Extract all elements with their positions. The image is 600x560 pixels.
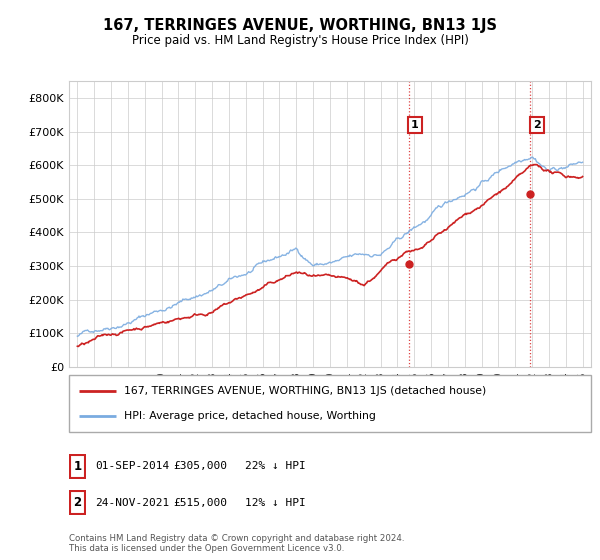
Text: 167, TERRINGES AVENUE, WORTHING, BN13 1JS: 167, TERRINGES AVENUE, WORTHING, BN13 1J… <box>103 18 497 32</box>
Text: Contains HM Land Registry data © Crown copyright and database right 2024.
This d: Contains HM Land Registry data © Crown c… <box>69 534 404 553</box>
Text: Price paid vs. HM Land Registry's House Price Index (HPI): Price paid vs. HM Land Registry's House … <box>131 34 469 47</box>
Text: 01-SEP-2014: 01-SEP-2014 <box>95 461 169 471</box>
Text: £515,000: £515,000 <box>173 498 227 507</box>
Text: 24-NOV-2021: 24-NOV-2021 <box>95 498 169 507</box>
FancyBboxPatch shape <box>69 375 591 432</box>
Text: 2: 2 <box>73 496 82 509</box>
Text: 2: 2 <box>533 120 541 130</box>
Text: 1: 1 <box>73 460 82 473</box>
FancyBboxPatch shape <box>70 491 85 514</box>
Text: 12% ↓ HPI: 12% ↓ HPI <box>245 498 305 507</box>
Text: 22% ↓ HPI: 22% ↓ HPI <box>245 461 305 471</box>
Text: 167, TERRINGES AVENUE, WORTHING, BN13 1JS (detached house): 167, TERRINGES AVENUE, WORTHING, BN13 1J… <box>124 386 486 396</box>
Text: £305,000: £305,000 <box>173 461 227 471</box>
FancyBboxPatch shape <box>70 455 85 478</box>
Text: 1: 1 <box>411 120 419 130</box>
Text: HPI: Average price, detached house, Worthing: HPI: Average price, detached house, Wort… <box>124 412 376 421</box>
